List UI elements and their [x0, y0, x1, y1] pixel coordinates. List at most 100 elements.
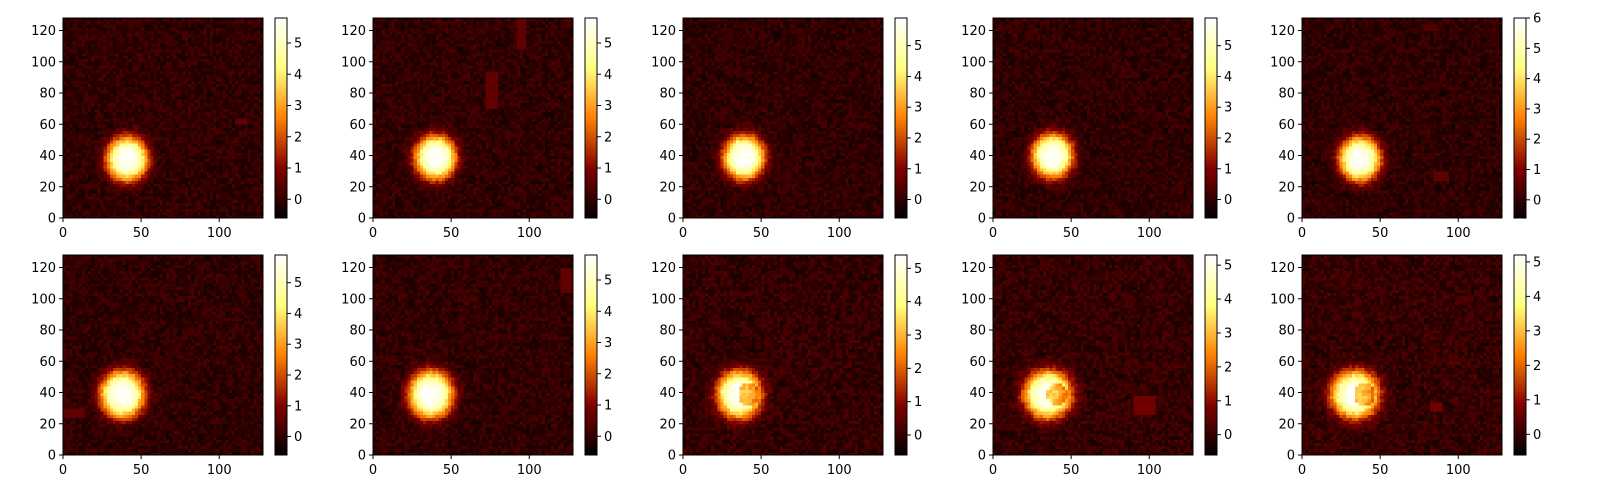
heatmap-cell	[79, 77, 83, 81]
heatmap-cell	[461, 202, 465, 206]
heatmap-cell	[101, 137, 105, 141]
heatmap-cell	[182, 40, 186, 44]
heatmap-cell	[138, 49, 142, 53]
heatmap-cell	[226, 124, 230, 128]
heatmap-cell	[204, 149, 208, 153]
heatmap-cell	[532, 181, 536, 185]
heatmap-cell	[126, 74, 130, 78]
heatmap-cell	[247, 62, 251, 66]
heatmap-cell	[545, 181, 549, 185]
heatmap-cell	[226, 199, 230, 203]
heatmap-cell	[79, 84, 83, 88]
heatmap-cell	[144, 52, 148, 56]
heatmap-cell	[94, 181, 98, 185]
heatmap-cell	[439, 209, 443, 213]
heatmap-cell	[151, 90, 155, 94]
heatmap-cell	[548, 193, 552, 197]
heatmap-cell	[254, 159, 258, 163]
heatmap-cell	[166, 190, 170, 194]
heatmap-cell	[91, 74, 95, 78]
heatmap-cell	[251, 124, 255, 128]
heatmap-cell	[116, 152, 120, 156]
heatmap-cell	[523, 193, 527, 197]
heatmap-cell	[554, 209, 558, 213]
heatmap-cell	[160, 199, 164, 203]
heatmap-cell	[132, 68, 136, 72]
heatmap-cell	[201, 106, 205, 110]
heatmap-cell	[185, 65, 189, 69]
heatmap-cell	[97, 40, 101, 44]
heatmap-cell	[138, 81, 142, 85]
heatmap-cell	[257, 127, 261, 131]
heatmap-cell	[235, 81, 239, 85]
heatmap-cell	[113, 202, 117, 206]
heatmap-cell	[197, 196, 201, 200]
heatmap-cell	[63, 96, 67, 100]
heatmap-cell	[457, 187, 461, 191]
heatmap-cell	[63, 43, 67, 47]
heatmap-cell	[207, 196, 211, 200]
heatmap-cell	[232, 81, 236, 85]
heatmap-cell	[119, 143, 123, 147]
heatmap-cell	[457, 212, 461, 216]
heatmap-cell	[182, 209, 186, 213]
heatmap-cell	[232, 84, 236, 88]
heatmap-cell	[169, 62, 173, 66]
heatmap-cell	[185, 190, 189, 194]
heatmap-cell	[163, 118, 167, 122]
heatmap-cell	[66, 187, 70, 191]
heatmap-cell	[72, 31, 76, 35]
heatmap-cell	[517, 202, 521, 206]
heatmap-cell	[411, 187, 415, 191]
heatmap-cell	[179, 209, 183, 213]
heatmap-cell	[179, 46, 183, 50]
heatmap-cell	[154, 21, 158, 25]
heatmap-cell	[97, 81, 101, 85]
heatmap-cell	[194, 162, 198, 166]
heatmap-cell	[216, 109, 220, 113]
heatmap-cell	[72, 184, 76, 188]
heatmap-cell	[523, 184, 527, 188]
heatmap-cell	[197, 43, 201, 47]
heatmap-cell	[91, 177, 95, 181]
heatmap-cell	[76, 43, 80, 47]
heatmap-cell	[116, 77, 120, 81]
heatmap-cell	[229, 121, 233, 125]
heatmap-cell	[144, 159, 148, 163]
heatmap-cell	[247, 193, 251, 197]
heatmap-cell	[116, 46, 120, 50]
heatmap-cell	[166, 37, 170, 41]
heatmap-cell	[69, 124, 73, 128]
heatmap-cell	[122, 99, 126, 103]
heatmap-cell	[144, 127, 148, 131]
heatmap-cell	[126, 121, 130, 125]
heatmap-cell	[104, 140, 108, 144]
heatmap-cell	[235, 137, 239, 141]
heatmap-cell	[101, 184, 105, 188]
heatmap-cell	[539, 193, 543, 197]
heatmap-cell	[144, 181, 148, 185]
heatmap-cell	[151, 152, 155, 156]
heatmap-cell	[207, 46, 211, 50]
heatmap-cell	[489, 187, 493, 191]
heatmap-cell	[213, 152, 217, 156]
heatmap-cell	[222, 206, 226, 210]
heatmap-cell	[101, 190, 105, 194]
heatmap-cell	[204, 112, 208, 116]
heatmap-cell	[97, 93, 101, 97]
heatmap-cell	[88, 52, 92, 56]
heatmap-cell	[207, 152, 211, 156]
heatmap-cell	[88, 202, 92, 206]
heatmap-cell	[151, 24, 155, 28]
heatmap-cell	[126, 181, 130, 185]
heatmap-cell	[229, 56, 233, 60]
heatmap-cell	[129, 171, 133, 175]
heatmap-cell	[182, 112, 186, 116]
heatmap-cell	[132, 90, 136, 94]
heatmap-cell	[160, 193, 164, 197]
heatmap-cell	[88, 59, 92, 63]
heatmap-cell	[185, 162, 189, 166]
heatmap-cell	[222, 134, 226, 138]
heatmap-cell	[91, 34, 95, 38]
heatmap-cell	[389, 190, 393, 194]
